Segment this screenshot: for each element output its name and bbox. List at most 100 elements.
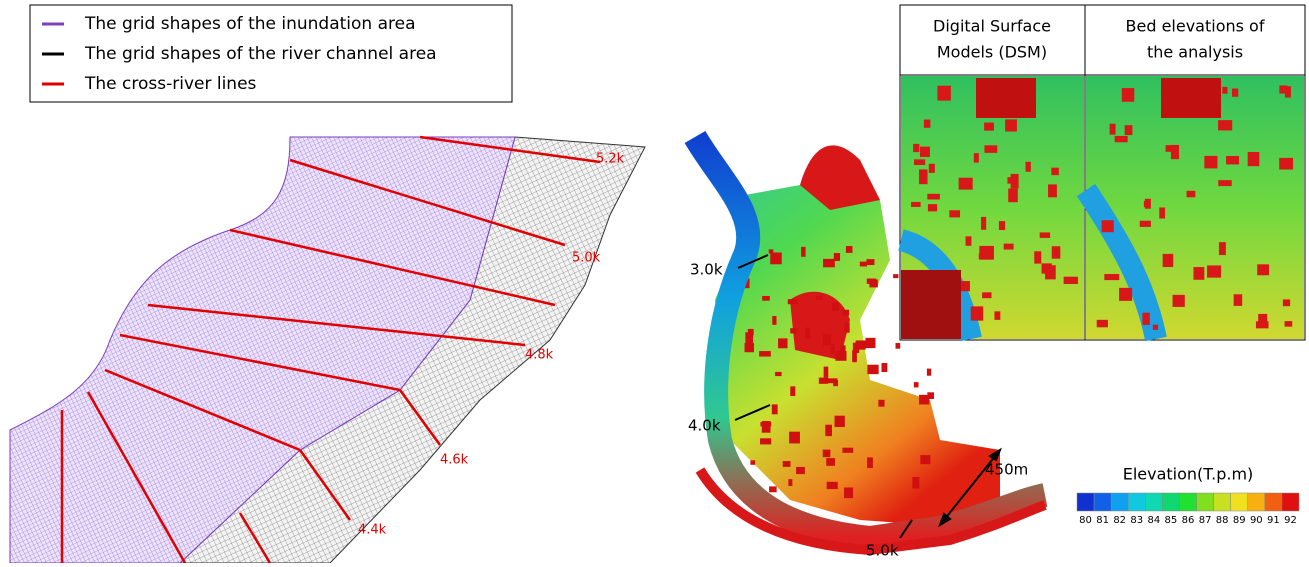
building	[867, 279, 876, 284]
building	[772, 316, 776, 325]
inset-building	[1207, 265, 1221, 277]
building	[852, 350, 857, 362]
inset-building	[1045, 265, 1056, 279]
colorbar-cell	[1282, 493, 1299, 511]
building	[867, 365, 878, 374]
inset-building	[1004, 244, 1014, 250]
inset-building	[982, 292, 991, 298]
inset-building	[928, 204, 937, 211]
colorbar-cell	[1197, 493, 1214, 511]
building	[769, 486, 777, 492]
inset-building	[1064, 277, 1078, 284]
building	[896, 343, 901, 349]
map-label: 3.0k	[690, 261, 723, 279]
inset-building	[911, 202, 921, 207]
inset-building	[974, 153, 979, 163]
inset-building	[1232, 89, 1238, 97]
colorbar-cell	[1179, 493, 1196, 511]
section-label: 5.0k	[572, 251, 601, 266]
inset-building	[1051, 168, 1058, 175]
building	[826, 378, 837, 383]
inset-building	[901, 270, 961, 339]
inset-title: Models (DSM)	[937, 43, 1047, 62]
colorbar-tick: 83	[1130, 515, 1143, 526]
inset-building	[913, 144, 919, 152]
building	[912, 477, 919, 489]
inset-title: Bed elevations of	[1126, 17, 1265, 36]
building	[796, 467, 805, 474]
section-label: 4.6k	[440, 453, 469, 468]
inset-building	[1193, 267, 1204, 280]
inset-building	[976, 78, 1036, 118]
building	[824, 367, 829, 378]
building	[775, 372, 782, 376]
building	[856, 340, 866, 349]
building	[865, 338, 875, 348]
colorbar-cell	[1094, 493, 1111, 511]
inset-building	[1161, 78, 1221, 118]
building	[893, 274, 898, 278]
inset-building	[937, 86, 950, 101]
building	[835, 416, 845, 427]
inset-building	[1279, 158, 1293, 170]
colorbar-tick: 86	[1182, 515, 1195, 526]
colorbar-cell	[1145, 493, 1162, 511]
building	[783, 461, 791, 467]
inset-building	[1052, 246, 1061, 258]
inset-building	[1122, 88, 1134, 102]
inset-building	[1257, 264, 1269, 275]
building	[878, 400, 884, 407]
colorbar-cell	[1265, 493, 1282, 511]
inset-building	[971, 306, 984, 320]
building	[927, 369, 931, 376]
building	[805, 328, 810, 339]
legend-label: The cross-river lines	[84, 74, 257, 94]
inset-building	[994, 311, 1000, 320]
building	[760, 438, 771, 444]
inset-building	[1163, 254, 1174, 267]
inset-building	[1034, 251, 1041, 263]
inset-building	[959, 178, 973, 190]
inset-building	[1204, 156, 1217, 169]
inset-building	[949, 210, 960, 217]
legend-label: The grid shapes of the inundation area	[84, 14, 416, 34]
map-label: 5.0k	[866, 542, 899, 560]
colorbar-cell	[1111, 493, 1128, 511]
building	[790, 328, 797, 333]
building	[844, 323, 849, 333]
colorbar-title: Elevation(T.p.m)	[1123, 465, 1254, 484]
map-label: 450m	[985, 461, 1028, 479]
building	[762, 421, 771, 433]
inset-building	[1011, 174, 1019, 188]
building	[759, 351, 771, 357]
building	[823, 259, 835, 267]
colorbar-cell	[1214, 493, 1231, 511]
colorbar-cell	[1231, 493, 1248, 511]
building	[842, 448, 853, 453]
inset-building	[1218, 120, 1232, 130]
inset-building	[1159, 207, 1165, 218]
colorbar-tick: 89	[1233, 515, 1246, 526]
building	[788, 299, 798, 304]
building	[745, 343, 754, 352]
inset-building	[927, 194, 940, 200]
building	[762, 296, 770, 301]
inset-building	[1153, 325, 1158, 330]
colorbar-tick: 90	[1250, 515, 1263, 526]
inset-building	[999, 221, 1005, 230]
building	[769, 249, 774, 253]
inset-building	[1040, 232, 1050, 238]
building	[816, 296, 823, 300]
inset-building	[1144, 201, 1150, 207]
inset-building	[1005, 119, 1017, 131]
inset-building	[960, 281, 970, 291]
building	[790, 386, 795, 396]
building	[832, 303, 839, 311]
building	[823, 334, 831, 345]
figure: 5.2k 5.0k 4.8k 4.6k 4.4k The grid shapes…	[0, 0, 1309, 563]
inset-building	[1110, 124, 1116, 135]
inset-building	[979, 253, 992, 259]
building	[750, 460, 755, 465]
building	[788, 479, 792, 486]
colorbar-tick: 82	[1113, 515, 1126, 526]
